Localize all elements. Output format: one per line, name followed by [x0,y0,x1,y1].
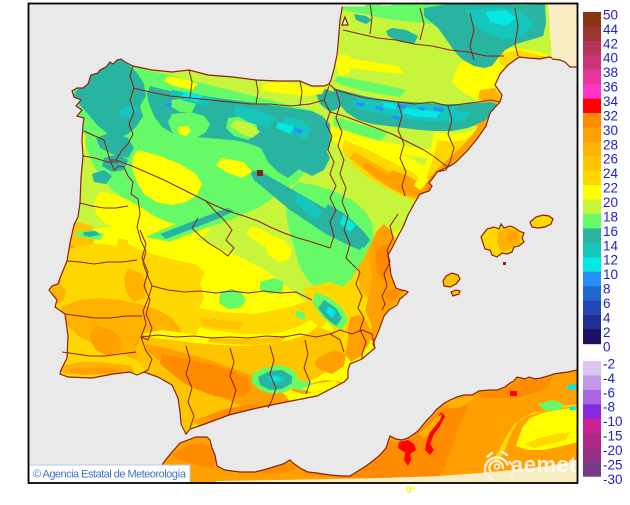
svg-text:0°: 0° [406,485,416,496]
svg-text:aemet: aemet [511,452,577,477]
svg-text:30: 30 [603,123,618,138]
svg-text:36: 36 [603,80,618,95]
svg-text:18: 18 [603,209,618,224]
svg-text:20: 20 [603,195,618,210]
svg-text:10: 10 [603,267,618,282]
svg-text:0: 0 [603,339,611,354]
svg-text:40: 40 [603,51,618,66]
svg-text:32: 32 [603,108,618,123]
svg-text:-10: -10 [603,414,623,429]
svg-text:26: 26 [603,152,618,167]
svg-text:-8: -8 [603,400,615,415]
svg-text:-25: -25 [603,457,623,472]
svg-text:8: 8 [603,282,611,297]
svg-text:38: 38 [603,65,618,80]
svg-text:42: 42 [603,36,618,51]
svg-text:16: 16 [603,224,618,239]
svg-text:-4: -4 [603,371,615,386]
svg-text:44: 44 [603,22,619,37]
svg-text:34: 34 [603,94,619,109]
svg-text:-6: -6 [603,385,615,400]
svg-text:24: 24 [603,166,619,181]
svg-text:2: 2 [603,325,611,340]
svg-text:50: 50 [603,7,618,22]
svg-text:12: 12 [603,253,618,268]
svg-text:-15: -15 [603,429,623,444]
svg-text:22: 22 [603,181,618,196]
svg-text:© Agencia Estatal de Meteorolo: © Agencia Estatal de Meteorología [33,469,187,481]
svg-text:-30: -30 [603,472,623,487]
svg-text:-2: -2 [603,356,615,371]
svg-text:4: 4 [603,310,611,325]
svg-text:6: 6 [603,296,611,311]
svg-text:14: 14 [603,238,619,253]
svg-text:-20: -20 [603,443,623,458]
svg-text:28: 28 [603,137,618,152]
